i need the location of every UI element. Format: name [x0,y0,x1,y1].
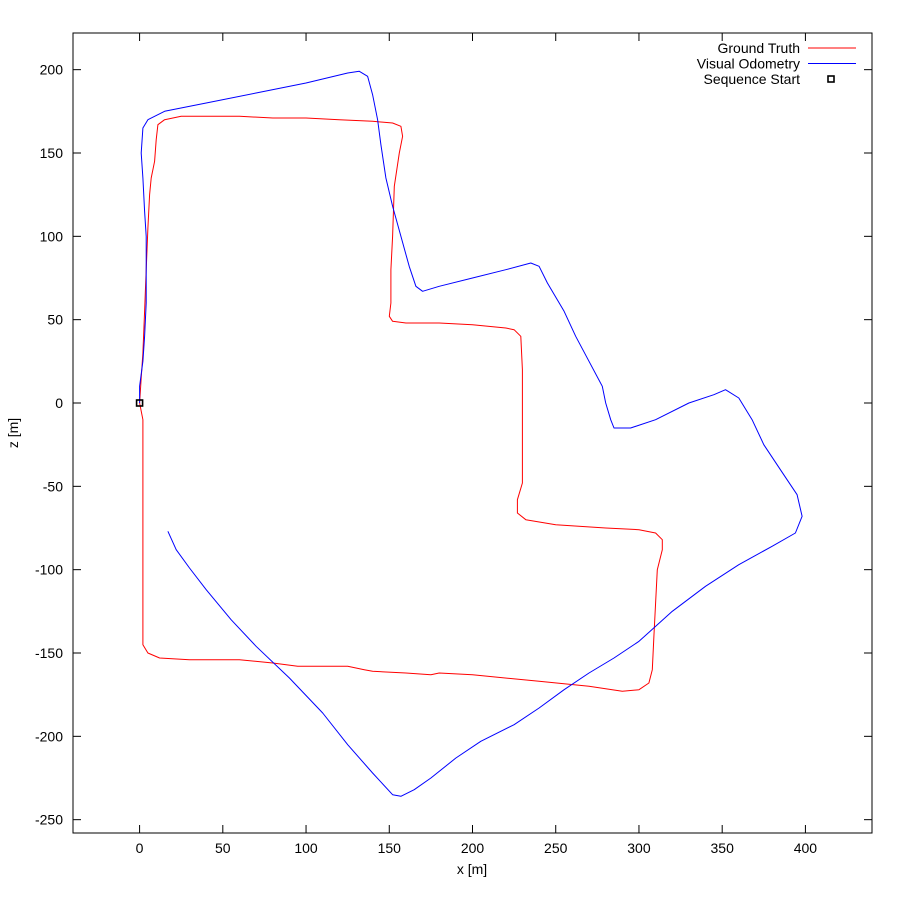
y-tick-label: -250 [35,812,63,828]
x-tick-label: 150 [378,840,402,856]
y-tick-label: -100 [35,562,63,578]
y-tick-label: 100 [40,228,64,244]
x-axis-label: x [m] [457,861,487,877]
x-tick-label: 350 [711,840,735,856]
y-tick-label: 150 [40,145,64,161]
y-tick-label: -150 [35,645,63,661]
plot-frame [72,32,873,834]
legend-label-visual-odometry: Visual Odometry [697,56,800,72]
visual-odometry-line [139,70,803,797]
x-tick-label: 100 [294,840,318,856]
y-axis-ticks: 200 150 100 50 0 -50 -100 -150 -200 -250 [35,62,872,828]
y-tick-label: 50 [47,312,63,328]
x-tick-label: 400 [794,840,818,856]
legend-label-ground-truth: Ground Truth [718,40,801,56]
series-layer [135,70,803,797]
x-axis-ticks: 0 50 100 150 200 250 300 350 400 [136,33,818,856]
y-axis-label: z [m] [5,418,21,448]
x-tick-label: 0 [136,840,144,856]
y-tick-label: -200 [35,728,63,744]
y-tick-label: 0 [55,395,63,411]
legend-swatch-sequence-start [827,75,835,83]
x-tick-label: 300 [627,840,651,856]
y-tick-label: -50 [43,478,63,494]
y-tick-label: 200 [40,62,64,78]
ground-truth-line [139,115,663,692]
x-tick-label: 200 [461,840,485,856]
x-tick-label: 250 [544,840,568,856]
x-tick-label: 50 [215,840,231,856]
legend-label-sequence-start: Sequence Start [703,71,800,87]
sequence-start-marker [135,399,144,407]
